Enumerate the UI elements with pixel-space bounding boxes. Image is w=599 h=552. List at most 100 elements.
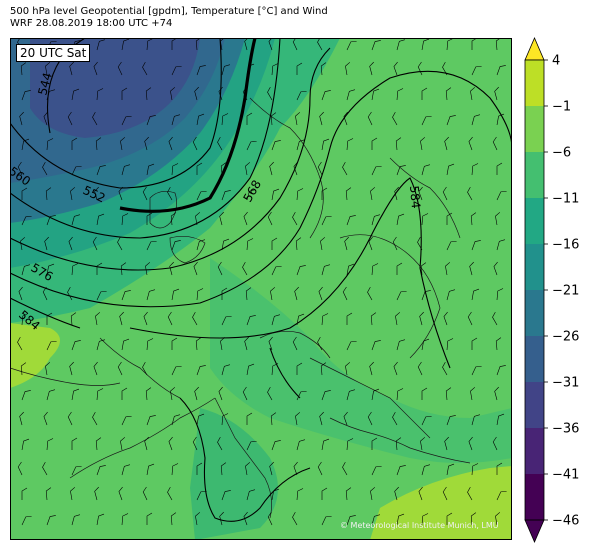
contour-584b bbox=[129, 177, 451, 369]
wind-barb bbox=[396, 290, 407, 301]
wind-barb bbox=[96, 388, 104, 401]
wind-barb bbox=[446, 289, 456, 301]
wind-barb bbox=[93, 361, 98, 376]
wind-barb bbox=[496, 239, 506, 251]
contour-label-544: 544 bbox=[35, 71, 54, 97]
colorbar-bin bbox=[525, 198, 544, 245]
wind-barb bbox=[196, 190, 207, 201]
wind-barb bbox=[95, 437, 102, 451]
wind-barb bbox=[146, 289, 156, 301]
wind-barb bbox=[317, 461, 323, 476]
wind-barb bbox=[442, 61, 448, 76]
wind-barb bbox=[271, 440, 281, 451]
contour-548 bbox=[10, 38, 222, 189]
wind-barb bbox=[446, 38, 454, 51]
wind-barb bbox=[221, 113, 229, 126]
contour-588 bbox=[179, 397, 311, 522]
wind-barb bbox=[94, 486, 99, 501]
wind-barb bbox=[144, 436, 149, 451]
wind-barb bbox=[44, 236, 49, 251]
wind-barb bbox=[246, 489, 256, 501]
wind-barb bbox=[196, 162, 203, 175]
wind-barb bbox=[471, 240, 481, 251]
colorbar-extend-min bbox=[524, 519, 545, 544]
wind-barb bbox=[467, 486, 473, 501]
wind-barb bbox=[371, 137, 378, 150]
wind-barb bbox=[20, 362, 27, 376]
wind-barb bbox=[121, 290, 131, 301]
wind-barb bbox=[396, 165, 406, 176]
wind-barb bbox=[146, 115, 156, 126]
wind-barb bbox=[171, 337, 178, 350]
wind-barb bbox=[371, 388, 380, 401]
wind-barb bbox=[271, 188, 280, 201]
wind-barb bbox=[21, 515, 32, 526]
wind-barb bbox=[417, 236, 423, 251]
wind-barb bbox=[371, 340, 381, 351]
colorbar-tick-label: −16 bbox=[552, 238, 579, 253]
wind-barb bbox=[271, 314, 281, 326]
wind-barb bbox=[217, 136, 223, 151]
wind-barb bbox=[296, 188, 304, 201]
wind-barb bbox=[70, 487, 76, 501]
wind-barb bbox=[446, 415, 456, 426]
wind-barb bbox=[446, 163, 455, 176]
wind-barb bbox=[21, 215, 32, 226]
wind-barb bbox=[221, 315, 232, 326]
colorbar-tick-label: −36 bbox=[552, 422, 579, 437]
wind-barb bbox=[342, 286, 348, 301]
colorbar-bin bbox=[525, 474, 544, 521]
wind-barb bbox=[42, 286, 48, 301]
wind-barb bbox=[346, 389, 356, 401]
wind-barb bbox=[221, 490, 231, 501]
wind-barb bbox=[296, 313, 305, 326]
wind-barb bbox=[71, 263, 79, 276]
wind-barb bbox=[246, 140, 257, 151]
wind-barb bbox=[46, 312, 53, 325]
wind-barb bbox=[67, 411, 73, 426]
colorbar-tick-label: −6 bbox=[552, 146, 571, 161]
wind-barb bbox=[492, 136, 498, 151]
wind-barb bbox=[96, 262, 103, 275]
wind-barb bbox=[246, 238, 254, 251]
wind-barb bbox=[45, 362, 51, 376]
map-frame bbox=[10, 38, 512, 540]
colorbar-bin bbox=[525, 336, 544, 383]
wind-barb bbox=[321, 390, 331, 401]
wind-barb bbox=[96, 290, 107, 301]
wind-barb bbox=[368, 236, 373, 251]
colorbar-tick-label: 4 bbox=[552, 54, 560, 69]
wind-barb bbox=[196, 113, 205, 126]
wind-barb bbox=[470, 212, 477, 226]
wind-barb bbox=[271, 140, 281, 151]
wind-barb bbox=[17, 161, 23, 176]
wind-barb bbox=[342, 161, 348, 176]
wind-barb bbox=[393, 61, 398, 76]
wind-barb bbox=[471, 337, 478, 350]
wind-barb bbox=[71, 514, 81, 526]
wind-barb bbox=[121, 513, 129, 526]
wind-barb bbox=[220, 337, 226, 351]
chart-title-line2: WRF 28.08.2019 18:00 UTC +74 bbox=[10, 18, 173, 29]
wind-barb bbox=[71, 437, 78, 450]
wind-barb bbox=[71, 137, 78, 150]
wind-barb bbox=[146, 163, 155, 176]
wind-barb bbox=[218, 86, 223, 101]
wind-barb bbox=[269, 161, 274, 176]
wind-barb bbox=[21, 138, 30, 151]
wind-barb bbox=[493, 261, 498, 276]
wind-barb bbox=[221, 238, 230, 251]
colorbar-tick-label: −31 bbox=[552, 376, 579, 391]
wind-barb bbox=[95, 137, 102, 151]
wind-barb bbox=[471, 365, 482, 376]
wind-barb bbox=[345, 487, 352, 501]
wind-barb bbox=[292, 511, 298, 526]
wind-barb bbox=[192, 136, 198, 151]
wind-barb bbox=[421, 38, 430, 51]
wind-barb bbox=[17, 461, 23, 476]
wind-barb bbox=[296, 139, 306, 151]
wind-barb bbox=[418, 486, 423, 501]
chart-title-line1: 500 hPa level Geopotential [gpdm], Tempe… bbox=[10, 6, 328, 17]
wind-barb bbox=[471, 114, 481, 126]
wind-barb bbox=[446, 240, 457, 251]
